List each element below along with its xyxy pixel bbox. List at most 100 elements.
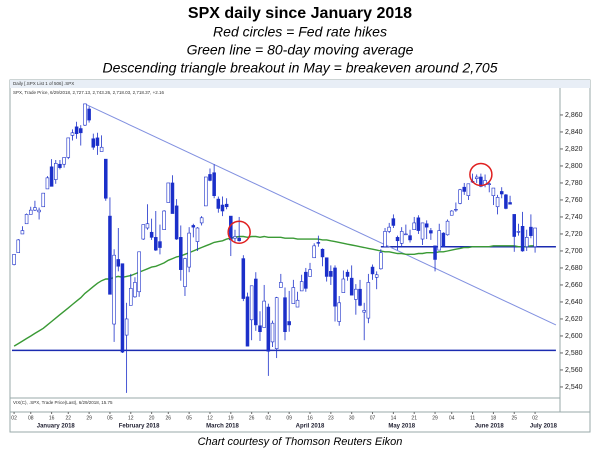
candle-body bbox=[345, 271, 350, 277]
candle-body bbox=[508, 202, 512, 205]
y-tick-label: 2,860 bbox=[565, 112, 583, 119]
candle-body bbox=[304, 271, 308, 289]
y-tick-label: 2,700 bbox=[565, 248, 583, 255]
candle-body bbox=[479, 176, 483, 187]
month-label: July 2018 bbox=[530, 424, 558, 430]
candle-body bbox=[108, 215, 112, 295]
candle-body bbox=[149, 231, 154, 238]
x-tick-label: 18 bbox=[491, 415, 497, 421]
candle-body bbox=[445, 220, 450, 236]
subtitle: Descending triangle breakout in May = br… bbox=[103, 60, 498, 76]
candle-body bbox=[441, 232, 446, 248]
candle-body bbox=[429, 230, 433, 234]
candle-body bbox=[33, 207, 37, 211]
candle-body bbox=[341, 278, 346, 293]
candle-body bbox=[258, 325, 262, 332]
x-tick-label: 20 bbox=[149, 415, 155, 421]
candle-body bbox=[224, 203, 229, 208]
candle-body bbox=[195, 227, 200, 242]
candle-body bbox=[379, 252, 383, 270]
candle-body bbox=[366, 282, 371, 319]
x-tick-label: 02 bbox=[532, 415, 538, 421]
chart-frame bbox=[9, 79, 591, 433]
candle-body bbox=[416, 217, 421, 231]
x-tick-label: 11 bbox=[470, 415, 475, 421]
month-label: February 2018 bbox=[119, 424, 160, 430]
x-tick-label: 04 bbox=[449, 415, 455, 421]
month-label: March 2018 bbox=[206, 424, 239, 430]
candle-body bbox=[312, 245, 316, 259]
candle-body bbox=[383, 231, 387, 247]
y-tick-label: 2,720 bbox=[565, 231, 583, 238]
candle-body bbox=[516, 231, 521, 233]
candle-body bbox=[487, 183, 491, 185]
x-tick-label: 14 bbox=[391, 415, 397, 421]
candle-body bbox=[308, 269, 312, 277]
y-tick-label: 2,840 bbox=[565, 129, 583, 136]
candle-body bbox=[237, 237, 241, 242]
candle-body bbox=[79, 128, 83, 134]
candle-body bbox=[291, 287, 296, 304]
panel-header: Daily [.SPX List 1 of 506] .SPX bbox=[13, 81, 74, 86]
candle-body bbox=[399, 231, 404, 244]
candle-body bbox=[374, 274, 379, 278]
candle-body bbox=[28, 209, 33, 215]
candle-body bbox=[20, 230, 25, 235]
candle-body bbox=[99, 146, 104, 152]
candle-body bbox=[349, 277, 354, 296]
candle-body bbox=[529, 226, 533, 236]
candle-body bbox=[74, 126, 79, 134]
candle-body bbox=[437, 230, 441, 251]
candle-body bbox=[187, 232, 191, 268]
candle-body bbox=[524, 237, 529, 248]
candle-body bbox=[95, 137, 100, 146]
candle-body bbox=[137, 251, 141, 293]
candle-body bbox=[283, 297, 287, 333]
candle-body bbox=[204, 176, 208, 207]
x-tick-label: 21 bbox=[411, 415, 417, 421]
candle-body bbox=[87, 108, 91, 121]
candle-body bbox=[433, 245, 437, 260]
candle-body bbox=[133, 282, 137, 298]
panel-legend: SPX, Trade Price, 6/29/2018, 2,727.13, 2… bbox=[13, 90, 164, 95]
candle-body bbox=[287, 321, 291, 326]
x-tick-label: 30 bbox=[349, 415, 355, 421]
candle-body bbox=[262, 300, 266, 328]
candle-body bbox=[241, 258, 246, 299]
y-tick-label: 2,580 bbox=[565, 350, 583, 357]
x-tick-label: 16 bbox=[307, 415, 313, 421]
subtitle: Red circles = Fed rate hikes bbox=[213, 24, 387, 40]
candle-body bbox=[491, 187, 496, 197]
candle-body bbox=[316, 242, 321, 244]
candle-body bbox=[170, 182, 175, 214]
x-tick-label: 22 bbox=[65, 415, 71, 421]
candle-body bbox=[83, 103, 87, 126]
candle-body bbox=[37, 209, 41, 213]
candle-body bbox=[358, 288, 362, 306]
candle-body bbox=[462, 186, 466, 192]
x-tick-label: 12 bbox=[207, 415, 213, 421]
candle-body bbox=[212, 172, 216, 197]
candle-body bbox=[116, 259, 121, 267]
candle-body bbox=[220, 204, 225, 212]
x-tick-label: 16 bbox=[49, 415, 55, 421]
x-tick-label: 09 bbox=[286, 415, 292, 421]
candle-body bbox=[504, 194, 508, 209]
x-tick-label: 29 bbox=[86, 415, 92, 421]
candle-body bbox=[12, 254, 16, 265]
y-tick-label: 2,600 bbox=[565, 333, 583, 340]
y-tick-label: 2,760 bbox=[565, 197, 583, 204]
candle-body bbox=[449, 210, 454, 216]
candle-body bbox=[279, 282, 283, 288]
candle-body bbox=[362, 310, 366, 313]
trendline bbox=[84, 103, 557, 326]
candle-body bbox=[158, 241, 162, 248]
candle-body bbox=[512, 214, 516, 237]
y-tick-label: 2,640 bbox=[565, 299, 583, 306]
x-tick-label: 25 bbox=[511, 415, 517, 421]
candle-body bbox=[66, 137, 71, 158]
y-tick-label: 2,560 bbox=[565, 367, 583, 374]
y-tick-label: 2,660 bbox=[565, 282, 583, 289]
candle-body bbox=[249, 285, 254, 321]
